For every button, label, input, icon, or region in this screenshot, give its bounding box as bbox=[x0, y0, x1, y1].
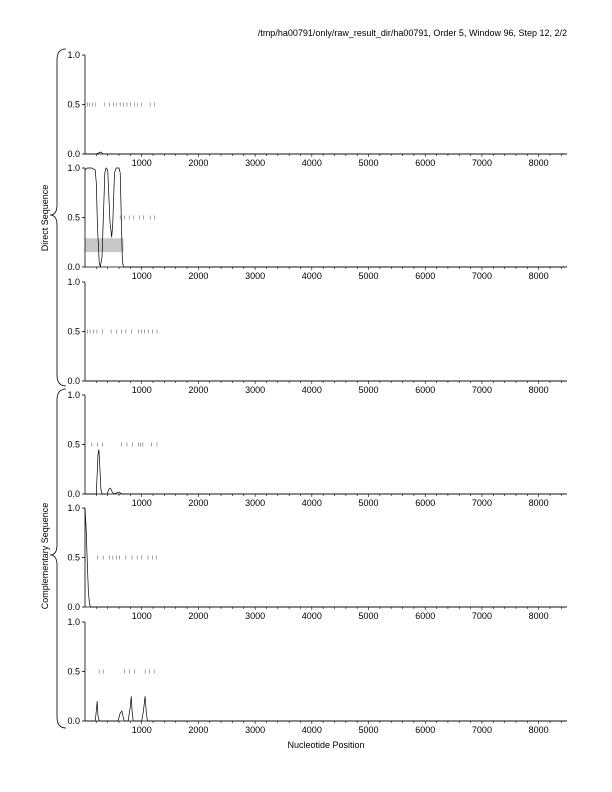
x-tick-label: 4000 bbox=[302, 611, 322, 621]
x-tick-label: 4000 bbox=[302, 271, 322, 281]
x-tick-label: 5000 bbox=[359, 158, 379, 168]
x-tick-label: 1000 bbox=[132, 611, 152, 621]
x-tick-label: 3000 bbox=[245, 271, 265, 281]
x-tick-label: 5000 bbox=[359, 725, 379, 735]
x-tick-label: 3000 bbox=[245, 385, 265, 395]
y-tick-label: 1.0 bbox=[67, 163, 80, 173]
x-tick-label: 4000 bbox=[302, 385, 322, 395]
y-tick-label: 0.5 bbox=[67, 327, 80, 337]
y-tick-label: 0.0 bbox=[67, 262, 80, 272]
y-tick-label: 1.0 bbox=[67, 503, 80, 513]
y-tick-label: 0.5 bbox=[67, 667, 80, 677]
group-label-complementary: Complementary Sequence bbox=[40, 503, 50, 610]
header-text: /tmp/ha00791/only/raw_result_dir/ha00791… bbox=[258, 28, 567, 38]
x-tick-label: 3000 bbox=[245, 611, 265, 621]
x-tick-label: 3000 bbox=[245, 158, 265, 168]
group-brace-direct bbox=[49, 48, 67, 387]
x-tick-label: 5000 bbox=[359, 271, 379, 281]
x-tick-label: 1000 bbox=[132, 158, 152, 168]
series-line bbox=[84, 167, 567, 268]
x-tick-label: 7000 bbox=[472, 271, 492, 281]
y-tick-label: 1.0 bbox=[67, 390, 80, 400]
panel-5: 0.0 0.5 1.0 1000 2000 3000 4000 5000 6000 7000 800… bbox=[67, 503, 567, 621]
x-tick-label: 8000 bbox=[529, 725, 549, 735]
x-tick-label: 5000 bbox=[359, 611, 379, 621]
series-line bbox=[84, 507, 567, 608]
x-tick-label: 6000 bbox=[415, 498, 435, 508]
x-tick-label: 8000 bbox=[529, 158, 549, 168]
series-line bbox=[85, 151, 567, 155]
x-tick-label: 2000 bbox=[188, 158, 208, 168]
x-tick-label: 6000 bbox=[415, 385, 435, 395]
x-tick-label: 8000 bbox=[529, 611, 549, 621]
x-tick-label: 5000 bbox=[359, 385, 379, 395]
group-labels: Direct Sequence Complementary Sequence bbox=[40, 48, 67, 729]
x-tick-label: 7000 bbox=[472, 385, 492, 395]
y-tick-label: 0.5 bbox=[67, 213, 80, 223]
panel-3: 0.0 0.5 1.0 1000 2000 3000 4000 5000 6000 7000 800… bbox=[67, 277, 567, 395]
y-tick-label: 0.5 bbox=[67, 553, 80, 563]
series-line bbox=[85, 449, 567, 495]
x-tick-label: 8000 bbox=[529, 271, 549, 281]
x-tick-label: 2000 bbox=[188, 498, 208, 508]
panel-1: 0.0 0.5 1.0 1000 2000 3000 4000 5000 6000 7000 800… bbox=[67, 50, 567, 168]
x-tick-label: 1000 bbox=[132, 385, 152, 395]
x-tick-label: 7000 bbox=[472, 498, 492, 508]
panels: 0.0 0.5 1.0 1000 2000 3000 4000 5000 6000 7000 800… bbox=[67, 50, 567, 735]
group-brace-complementary bbox=[49, 388, 67, 729]
x-tick-label: 2000 bbox=[188, 385, 208, 395]
y-tick-label: 0.5 bbox=[67, 440, 80, 450]
panel-2: 0.0 0.5 1.0 1000 2000 3000 4000 5000 6000 7000 800… bbox=[67, 163, 567, 281]
y-tick-label: 0.0 bbox=[67, 602, 80, 612]
x-axis-label: Nucleotide Position bbox=[287, 740, 364, 750]
x-tick-label: 1000 bbox=[132, 271, 152, 281]
x-tick-label: 2000 bbox=[188, 611, 208, 621]
y-tick-label: 0.0 bbox=[67, 149, 80, 159]
x-tick-label: 1000 bbox=[132, 725, 152, 735]
x-tick-label: 6000 bbox=[415, 271, 435, 281]
x-tick-label: 7000 bbox=[472, 611, 492, 621]
panel-6: 0.0 0.5 1.0 1000 2000 3000 4000 5000 6000 7000 800… bbox=[67, 617, 567, 735]
x-tick-label: 4000 bbox=[302, 498, 322, 508]
x-tick-label: 3000 bbox=[245, 725, 265, 735]
x-tick-label: 7000 bbox=[472, 158, 492, 168]
panel-4: 0.0 0.5 1.0 1000 2000 3000 4000 5000 6000 7000 800… bbox=[67, 390, 567, 508]
y-tick-label: 0.0 bbox=[67, 716, 80, 726]
x-tick-label: 3000 bbox=[245, 498, 265, 508]
y-tick-label: 0.0 bbox=[67, 376, 80, 386]
y-tick-label: 0.5 bbox=[67, 100, 80, 110]
x-tick-label: 6000 bbox=[415, 725, 435, 735]
x-tick-label: 2000 bbox=[188, 725, 208, 735]
y-tick-label: 0.0 bbox=[67, 489, 80, 499]
series-line bbox=[85, 696, 567, 722]
y-tick-label: 1.0 bbox=[67, 617, 80, 627]
x-tick-label: 4000 bbox=[302, 158, 322, 168]
x-tick-label: 6000 bbox=[415, 611, 435, 621]
x-tick-label: 8000 bbox=[529, 498, 549, 508]
x-tick-label: 8000 bbox=[529, 385, 549, 395]
x-tick-label: 4000 bbox=[302, 725, 322, 735]
x-tick-label: 2000 bbox=[188, 271, 208, 281]
highlight-region bbox=[85, 238, 124, 253]
x-tick-label: 5000 bbox=[359, 498, 379, 508]
x-tick-label: 7000 bbox=[472, 725, 492, 735]
x-tick-label: 6000 bbox=[415, 158, 435, 168]
y-tick-label: 1.0 bbox=[67, 277, 80, 287]
x-tick-label: 1000 bbox=[132, 498, 152, 508]
y-tick-label: 1.0 bbox=[67, 50, 80, 60]
group-label-direct: Direct Sequence bbox=[40, 185, 50, 252]
